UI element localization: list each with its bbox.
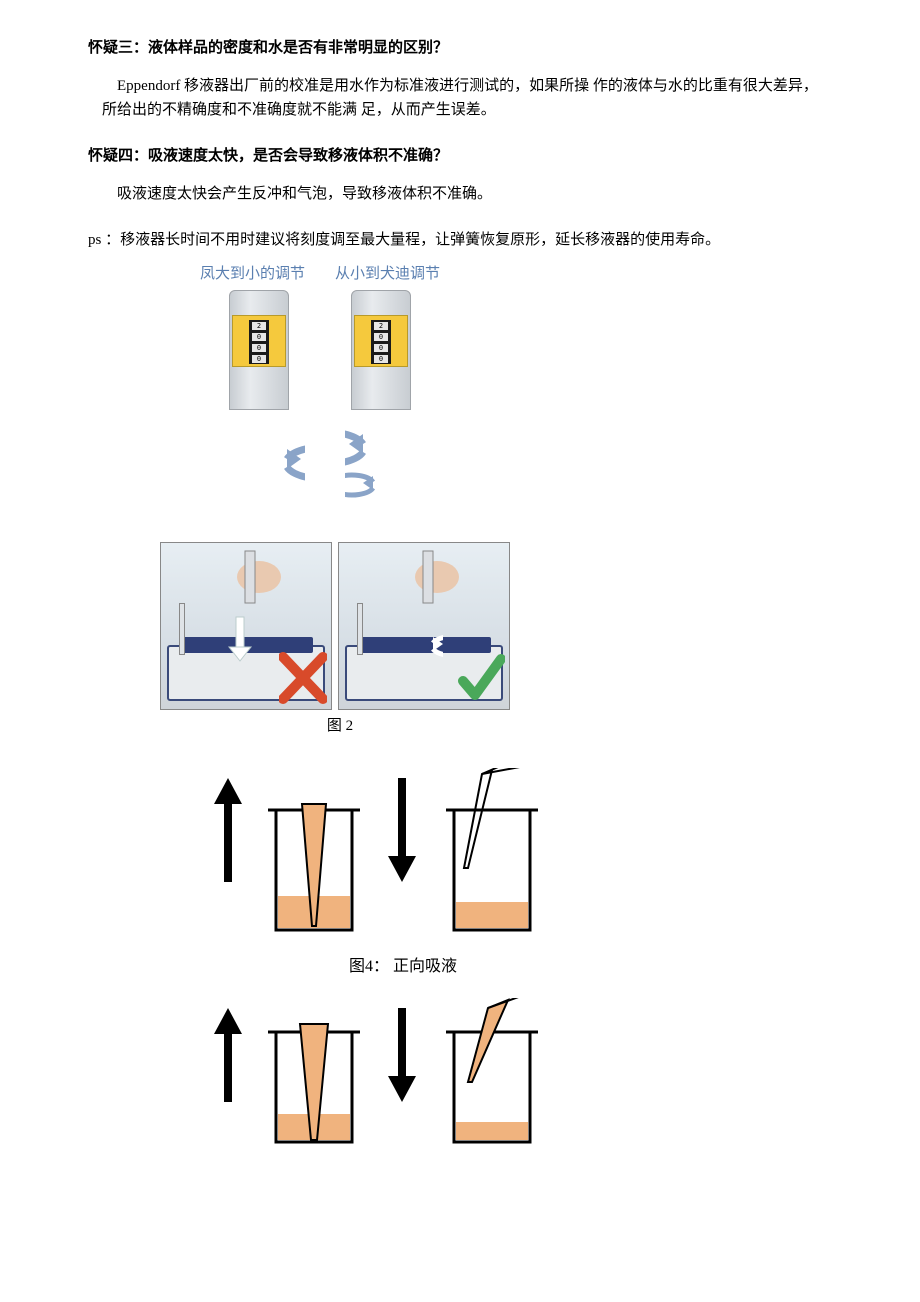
fig5-aspirate: [254, 998, 374, 1178]
down-arrow-icon: [225, 615, 255, 665]
up-arrow-icon: [210, 778, 246, 888]
digit: 2: [374, 322, 388, 330]
fig2-panel-wrong: [160, 542, 332, 710]
x-mark-icon: [279, 651, 327, 705]
beaker-dispense-icon: [432, 998, 552, 1148]
digit: 0: [374, 355, 388, 363]
fig4-aspirate: [254, 768, 374, 948]
check-mark-icon: [457, 651, 505, 705]
section4-body: 吸液速度太快会产生反冲和气泡，导致移液体积不准确。: [102, 182, 832, 206]
ps-line: ps ：移液器长时间不用时建议将刻度调至最大量程，让弹簧恢复原形，延长移液器的使…: [88, 228, 832, 252]
down-arrow-icon: [384, 1008, 420, 1108]
fig4-caption: 图4： 正向吸液: [233, 954, 573, 980]
fig5-dispense: [432, 998, 552, 1178]
figure-5: [233, 998, 573, 1178]
fig1-label-left: 凤大到小的调节: [200, 262, 305, 286]
beaker-aspirate-icon: [254, 998, 374, 1148]
down-arrow-icon: [384, 778, 420, 888]
rotate-arrow-icon: [383, 629, 443, 667]
rotate-ccw-arrow-icon: [205, 424, 305, 514]
fig2-caption: 图 2: [160, 714, 520, 738]
digit: 0: [374, 333, 388, 341]
pipette-left: 2 0 0 0: [214, 290, 304, 410]
figure-2: 图 2: [160, 542, 520, 738]
beaker-aspirate-icon: [254, 768, 374, 948]
fig2-panel-right: [338, 542, 510, 710]
section3-body: Eppendorf 移液器出厂前的校准是用水作为标准液进行测试的，如果所操 作的…: [102, 74, 832, 122]
digit: 0: [252, 344, 266, 352]
fig4-dispense: [432, 768, 552, 948]
beaker-dispense-icon: [432, 768, 552, 948]
digit: 0: [252, 355, 266, 363]
fig1-label-right: 从小到犬迪调节: [335, 262, 440, 286]
rotate-cw-arrow-icon: [345, 424, 445, 514]
digit: 2: [252, 322, 266, 330]
hand-icon: [395, 549, 465, 627]
up-arrow-icon: [210, 1008, 246, 1108]
section4-heading: 怀疑四：吸液速度太快，是否会导致移液体积不准确？: [88, 144, 832, 168]
figure-4: 图4： 正向吸液: [233, 768, 573, 980]
section3-heading: 怀疑三：液体样品的密度和水是否有非常明显的区别？: [88, 36, 832, 60]
figure-1: 凤大到小的调节 从小到犬迪调节 2 0 0 0 2: [160, 262, 480, 514]
digit: 0: [374, 344, 388, 352]
digit: 0: [252, 333, 266, 341]
pipette-right: 2 0 0 0: [336, 290, 426, 410]
